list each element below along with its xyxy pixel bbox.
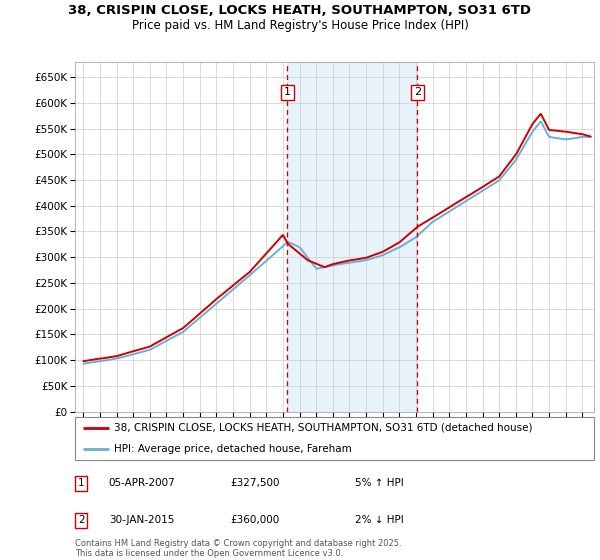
Text: 38, CRISPIN CLOSE, LOCKS HEATH, SOUTHAMPTON, SO31 6TD: 38, CRISPIN CLOSE, LOCKS HEATH, SOUTHAMP… xyxy=(68,4,532,17)
Text: 2% ↓ HPI: 2% ↓ HPI xyxy=(355,515,404,525)
Text: Contains HM Land Registry data © Crown copyright and database right 2025.
This d: Contains HM Land Registry data © Crown c… xyxy=(75,539,401,558)
Text: 38, CRISPIN CLOSE, LOCKS HEATH, SOUTHAMPTON, SO31 6TD (detached house): 38, CRISPIN CLOSE, LOCKS HEATH, SOUTHAMP… xyxy=(114,423,532,433)
Text: 5% ↑ HPI: 5% ↑ HPI xyxy=(355,478,404,488)
Text: 2: 2 xyxy=(78,515,85,525)
Text: 2: 2 xyxy=(414,87,421,97)
Text: £327,500: £327,500 xyxy=(230,478,280,488)
FancyBboxPatch shape xyxy=(75,417,594,460)
Text: 1: 1 xyxy=(284,87,291,97)
Text: £360,000: £360,000 xyxy=(230,515,280,525)
Text: 1: 1 xyxy=(78,478,85,488)
Text: 30-JAN-2015: 30-JAN-2015 xyxy=(109,515,174,525)
Text: 05-APR-2007: 05-APR-2007 xyxy=(109,478,175,488)
Text: Price paid vs. HM Land Registry's House Price Index (HPI): Price paid vs. HM Land Registry's House … xyxy=(131,19,469,32)
Bar xyxy=(287,62,418,412)
Text: HPI: Average price, detached house, Fareham: HPI: Average price, detached house, Fare… xyxy=(114,444,352,454)
